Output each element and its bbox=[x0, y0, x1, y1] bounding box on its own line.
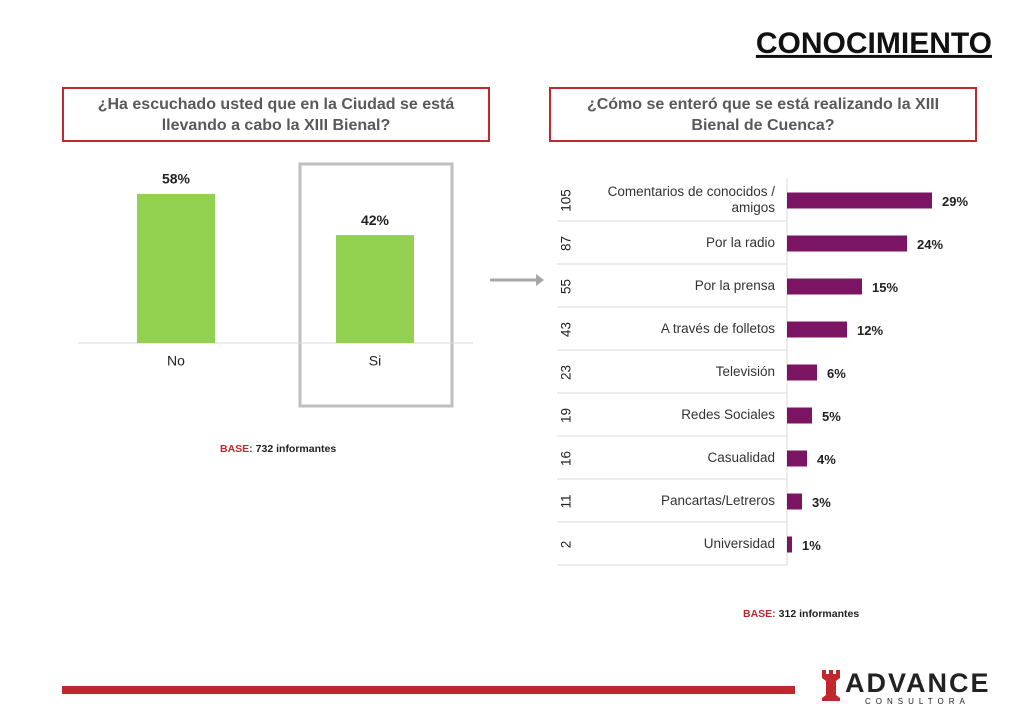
value-label: 29% bbox=[942, 194, 968, 209]
x-tick-label: Si bbox=[369, 353, 381, 369]
logo-icon bbox=[822, 670, 840, 701]
base-label: BASE: bbox=[743, 608, 776, 620]
page-title: CONOCIMIENTO bbox=[756, 27, 992, 60]
category-label: Redes Sociales bbox=[681, 406, 775, 422]
bar bbox=[787, 278, 862, 295]
base-note: BASE: 732 informantes bbox=[220, 443, 336, 455]
count-label: 23 bbox=[559, 365, 574, 380]
question-box: ¿Ha escuchado usted que en la Ciudad se … bbox=[62, 87, 490, 142]
count-label: 16 bbox=[559, 451, 574, 466]
category-label: Comentarios de conocidos / amigos bbox=[607, 183, 775, 215]
category-label: Televisión bbox=[715, 363, 775, 379]
count-label: 55 bbox=[559, 279, 574, 294]
value-label: 4% bbox=[817, 452, 836, 467]
logo-subtext: CONSULTORA bbox=[865, 697, 970, 706]
x-tick-label: No bbox=[167, 353, 185, 369]
base-label: BASE: bbox=[220, 443, 253, 455]
logo-text: ADVANCE bbox=[845, 668, 991, 698]
count-label: 43 bbox=[559, 322, 574, 337]
value-label: 1% bbox=[802, 538, 821, 553]
bar bbox=[787, 493, 802, 510]
bar bbox=[787, 450, 807, 467]
value-label: 15% bbox=[872, 280, 898, 295]
value-label: 5% bbox=[822, 409, 841, 424]
footer-bar bbox=[62, 686, 795, 694]
count-label: 87 bbox=[559, 236, 574, 251]
bar bbox=[787, 407, 812, 424]
value-label: 6% bbox=[827, 366, 846, 381]
bar bbox=[787, 321, 847, 338]
value-label: 58% bbox=[162, 171, 191, 187]
bar bbox=[787, 536, 792, 553]
base-text: 732 informantes bbox=[255, 443, 337, 455]
bar bbox=[787, 364, 817, 381]
category-label: Pancartas/Letreros bbox=[660, 492, 775, 508]
category-label: A través de folletos bbox=[660, 320, 775, 336]
arrow-head bbox=[536, 274, 544, 286]
bar bbox=[336, 235, 414, 343]
value-label: 12% bbox=[857, 323, 883, 338]
base-note: BASE: 312 informantes bbox=[743, 608, 859, 620]
category-label: Casualidad bbox=[707, 449, 775, 465]
category-label: Por la prensa bbox=[694, 277, 775, 293]
bar bbox=[137, 193, 215, 343]
bar bbox=[787, 235, 907, 252]
highlight-box bbox=[298, 162, 454, 408]
count-label: 11 bbox=[559, 494, 574, 508]
bar bbox=[787, 192, 932, 209]
value-label: 3% bbox=[812, 495, 831, 510]
count-label: 19 bbox=[559, 408, 574, 423]
base-text: 312 informantes bbox=[778, 608, 860, 620]
count-label: 2 bbox=[559, 541, 574, 549]
value-label: 42% bbox=[361, 212, 390, 228]
question-box: ¿Cómo se enteró que se está realizando l… bbox=[549, 87, 977, 142]
category-label: Por la radio bbox=[705, 234, 775, 250]
value-label: 24% bbox=[917, 237, 943, 252]
category-label: Universidad bbox=[703, 535, 775, 551]
count-label: 105 bbox=[559, 189, 574, 212]
